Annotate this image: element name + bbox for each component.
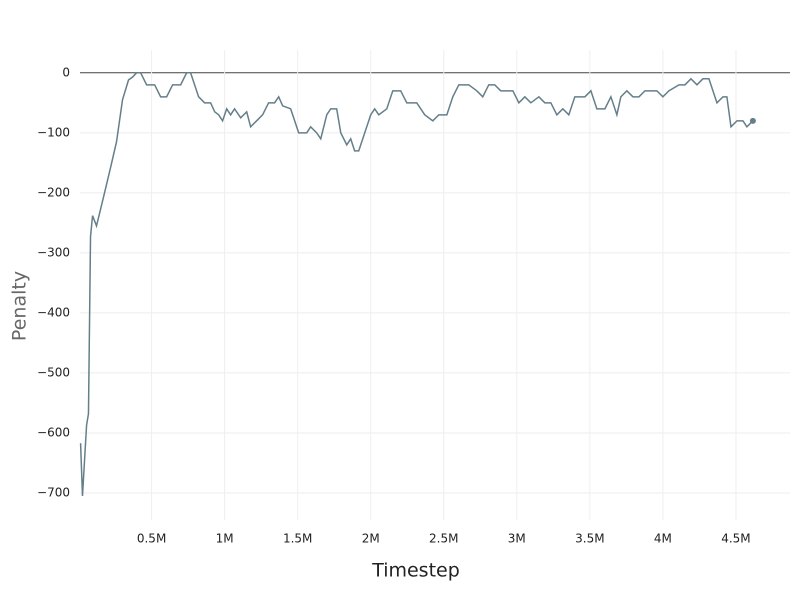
y-tick-label: −100 [37,125,70,139]
x-tick-label: 2.5M [429,532,458,546]
x-tick-label: 1.5M [283,532,312,546]
y-tick-label: −500 [37,365,70,379]
end-marker [749,117,756,124]
y-tick-label: −600 [37,425,70,439]
y-axis-label: Penalty [9,271,31,341]
x-tick-label: 3.5M [575,532,604,546]
y-tick-label: 0 [62,65,70,79]
y-tick-label: −700 [37,485,70,499]
x-tick-label: 4.5M [721,532,750,546]
y-tick-label: −200 [37,185,70,199]
x-tick-label: 2M [362,532,380,546]
x-axis-label: Timestep [371,560,460,582]
y-tick-label: −400 [37,305,70,319]
x-tick-label: 3M [508,532,526,546]
x-tick-label: 0.5M [137,532,166,546]
y-tick-label: −300 [37,245,70,259]
x-tick-label: 1M [216,532,234,546]
x-tick-label: 4M [654,532,672,546]
line [79,72,754,497]
